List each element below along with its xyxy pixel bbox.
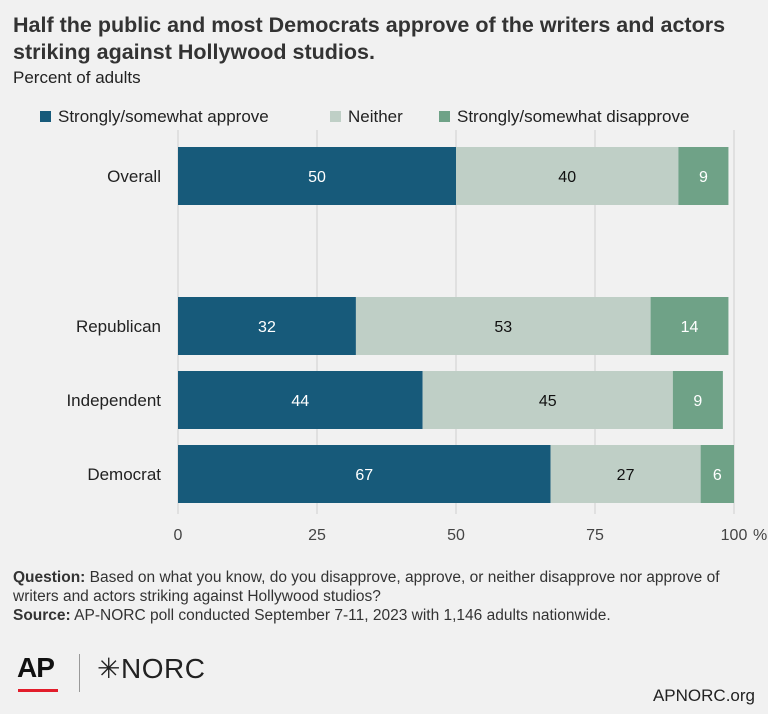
data-label: 67 (355, 467, 373, 484)
bar-segment (178, 297, 356, 355)
data-label: 50 (308, 169, 326, 186)
legend-label-disapprove: Strongly/somewhat disapprove (457, 107, 690, 126)
bar-segment (456, 147, 679, 205)
bar-segment (650, 297, 729, 355)
bar-segment (700, 445, 734, 503)
category-label: Republican (76, 317, 161, 336)
bar-segment (178, 147, 456, 205)
bar-segment (550, 445, 701, 503)
bar-segment (178, 371, 423, 429)
source-url: APNORC.org (652, 686, 755, 705)
x-tick-label: 25 (308, 527, 326, 544)
bar-segment (678, 147, 729, 205)
data-label: 14 (681, 319, 699, 336)
data-label: 40 (558, 169, 576, 186)
stacked-bar-chart: Overall 50 40 9 Republican 32 53 14 Independent 4… (66, 130, 767, 544)
question-text: Based on what you know, do you disapprov… (13, 569, 720, 605)
category-label: Democrat (87, 465, 161, 484)
data-label: 9 (693, 393, 702, 410)
norc-logo-text: NORC (120, 653, 206, 684)
bar-segment (355, 297, 651, 355)
source-note: Source: AP-NORC poll conducted September… (13, 606, 753, 625)
data-label: 45 (539, 393, 557, 410)
x-tick-label: 0 (174, 527, 183, 544)
ap-logo-underline (18, 689, 58, 692)
data-label: 44 (291, 393, 309, 410)
data-label: 53 (494, 319, 512, 336)
question-label: Question: (13, 569, 86, 586)
legend-swatch-disapprove (439, 111, 450, 122)
legend-label-approve: Strongly/somewhat approve (58, 107, 269, 126)
legend-swatch-neither (330, 111, 341, 122)
chart-subtitle: Percent of adults (13, 68, 141, 87)
footer-notes: Question: Based on what you know, do you… (13, 568, 753, 625)
data-label: 6 (713, 467, 722, 484)
bar-segment (672, 371, 723, 429)
x-axis-unit: % (753, 527, 767, 544)
norc-star-icon: ✳ (97, 653, 121, 684)
norc-logo: ✳NORC (97, 652, 205, 685)
source-text: AP-NORC poll conducted September 7-11, 2… (74, 607, 611, 624)
data-label: 32 (258, 319, 276, 336)
category-label: Overall (107, 167, 161, 186)
data-label: 27 (617, 467, 635, 484)
legend-label-neither: Neither (348, 107, 403, 126)
source-label: Source: (13, 607, 71, 624)
chart-title: Half the public and most Democrats appro… (13, 13, 726, 64)
x-tick-label: 50 (447, 527, 465, 544)
bar-segment (178, 445, 551, 503)
legend-swatch-approve (40, 111, 51, 122)
question-note: Question: Based on what you know, do you… (13, 568, 753, 606)
x-tick-label: 100 (721, 527, 748, 544)
category-label: Independent (66, 391, 161, 410)
data-label: 9 (699, 169, 708, 186)
ap-logo: AP (17, 652, 55, 683)
bar-segment (422, 371, 673, 429)
x-tick-label: 75 (586, 527, 604, 544)
logo-divider (79, 654, 80, 692)
